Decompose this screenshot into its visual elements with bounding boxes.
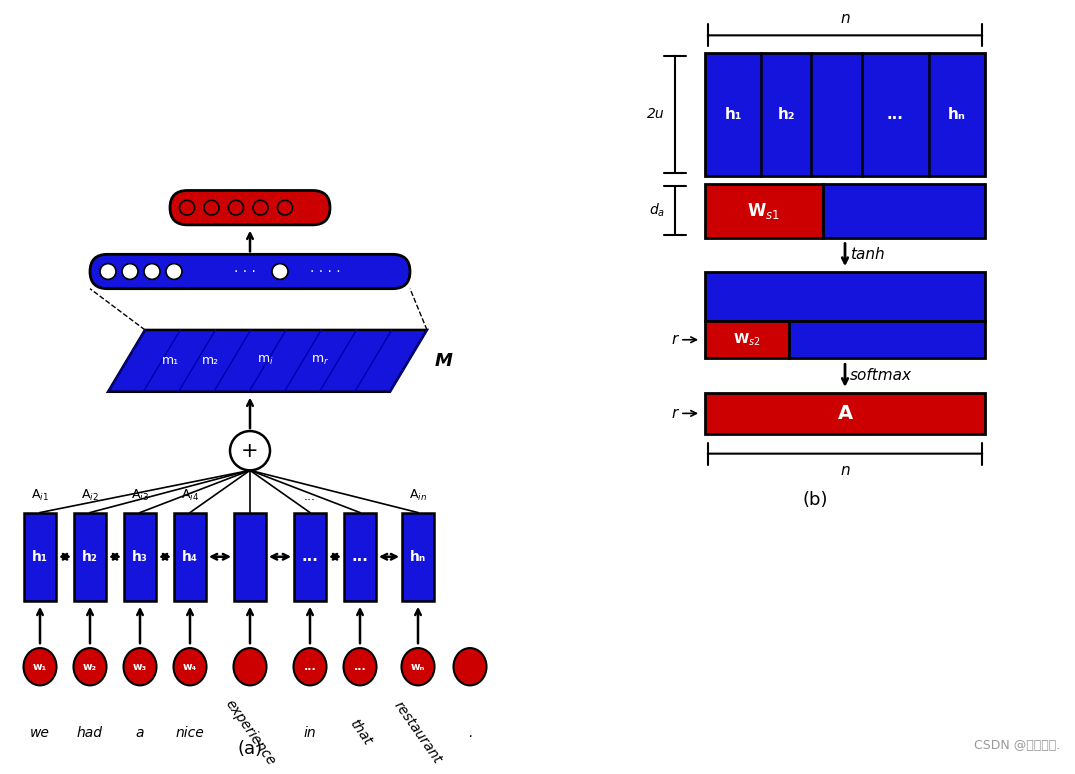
Text: A$_{i1}$: A$_{i1}$ — [31, 488, 49, 503]
FancyBboxPatch shape — [74, 512, 106, 601]
Text: m₂: m₂ — [201, 354, 218, 368]
Text: a: a — [135, 725, 144, 739]
FancyBboxPatch shape — [24, 512, 56, 601]
Text: m$_i$: m$_i$ — [257, 354, 273, 368]
Text: restaurant: restaurant — [391, 699, 445, 766]
Text: hₙ: hₙ — [410, 550, 426, 563]
Text: h₂: h₂ — [82, 550, 98, 563]
Text: nice: nice — [175, 725, 204, 739]
FancyBboxPatch shape — [344, 512, 376, 601]
Circle shape — [230, 431, 270, 471]
Circle shape — [253, 200, 268, 215]
Ellipse shape — [293, 648, 327, 686]
Text: we: we — [30, 725, 49, 739]
Text: A$_{i2}$: A$_{i2}$ — [81, 488, 99, 503]
Circle shape — [277, 200, 292, 215]
Circle shape — [180, 200, 195, 215]
Text: tanh: tanh — [850, 248, 885, 262]
Circle shape — [166, 264, 182, 279]
Ellipse shape — [173, 648, 206, 686]
FancyBboxPatch shape — [705, 183, 822, 238]
Text: in: in — [304, 725, 316, 739]
Text: A: A — [837, 404, 852, 423]
Text: h₁: h₁ — [32, 550, 48, 563]
Text: CSDN @征途鄙然.: CSDN @征途鄙然. — [974, 739, 1060, 752]
Text: A$_{i3}$: A$_{i3}$ — [131, 488, 149, 503]
Text: ...: ... — [354, 662, 367, 672]
Ellipse shape — [401, 648, 434, 686]
Text: ...: ... — [887, 107, 904, 122]
Text: wₙ: wₙ — [411, 662, 426, 672]
FancyBboxPatch shape — [293, 512, 326, 601]
Text: +: + — [241, 440, 259, 461]
FancyBboxPatch shape — [234, 512, 266, 601]
Text: h₂: h₂ — [777, 107, 794, 122]
FancyBboxPatch shape — [705, 272, 985, 321]
Text: m$_r$: m$_r$ — [311, 354, 329, 368]
Text: r: r — [672, 406, 678, 421]
Circle shape — [121, 264, 138, 279]
Text: n: n — [841, 11, 850, 26]
Ellipse shape — [233, 648, 267, 686]
Text: · · · ·: · · · · — [310, 265, 341, 279]
Ellipse shape — [454, 648, 487, 686]
Ellipse shape — [24, 648, 57, 686]
FancyBboxPatch shape — [705, 392, 985, 434]
FancyBboxPatch shape — [822, 183, 985, 238]
Text: ...: ... — [302, 550, 318, 564]
Text: w₂: w₂ — [83, 662, 97, 672]
Text: ...: ... — [303, 662, 316, 672]
Text: .: . — [468, 725, 472, 739]
Text: d$_a$: d$_a$ — [648, 202, 665, 219]
Text: h₄: h₄ — [182, 550, 198, 563]
Text: w₁: w₁ — [33, 662, 47, 672]
Circle shape — [229, 200, 244, 215]
Circle shape — [144, 264, 160, 279]
Text: A$_{in}$: A$_{in}$ — [408, 488, 427, 503]
Text: w₃: w₃ — [133, 662, 147, 672]
Ellipse shape — [344, 648, 376, 686]
Text: h₁: h₁ — [725, 107, 742, 122]
FancyBboxPatch shape — [170, 190, 330, 225]
Text: ...: ... — [304, 490, 316, 503]
Circle shape — [272, 264, 288, 279]
Text: · · ·: · · · — [234, 265, 256, 279]
Text: (b): (b) — [802, 491, 828, 509]
Text: W$_{s2}$: W$_{s2}$ — [733, 331, 761, 348]
FancyBboxPatch shape — [90, 255, 410, 289]
Circle shape — [204, 200, 219, 215]
FancyBboxPatch shape — [124, 512, 156, 601]
FancyBboxPatch shape — [705, 53, 985, 176]
Text: had: had — [77, 725, 103, 739]
Polygon shape — [108, 330, 427, 392]
Text: ...: ... — [352, 550, 369, 564]
Text: n: n — [841, 464, 850, 478]
Text: W$_{s1}$: W$_{s1}$ — [747, 200, 780, 221]
Text: softmax: softmax — [850, 368, 912, 383]
FancyBboxPatch shape — [174, 512, 206, 601]
Text: m₁: m₁ — [161, 354, 178, 368]
Text: A$_{i4}$: A$_{i4}$ — [181, 488, 199, 503]
FancyBboxPatch shape — [402, 512, 434, 601]
Text: (a): (a) — [238, 740, 262, 758]
Text: 2u: 2u — [647, 108, 665, 122]
Text: r: r — [672, 332, 678, 348]
Ellipse shape — [73, 648, 106, 686]
Text: w₄: w₄ — [183, 662, 197, 672]
FancyBboxPatch shape — [789, 321, 985, 358]
Circle shape — [100, 264, 116, 279]
Text: hₙ: hₙ — [948, 107, 966, 122]
FancyBboxPatch shape — [705, 321, 789, 358]
Text: h₃: h₃ — [132, 550, 148, 563]
Text: experience: experience — [223, 697, 277, 768]
Text: that: that — [346, 717, 374, 748]
Ellipse shape — [124, 648, 157, 686]
Text: M: M — [435, 352, 453, 370]
